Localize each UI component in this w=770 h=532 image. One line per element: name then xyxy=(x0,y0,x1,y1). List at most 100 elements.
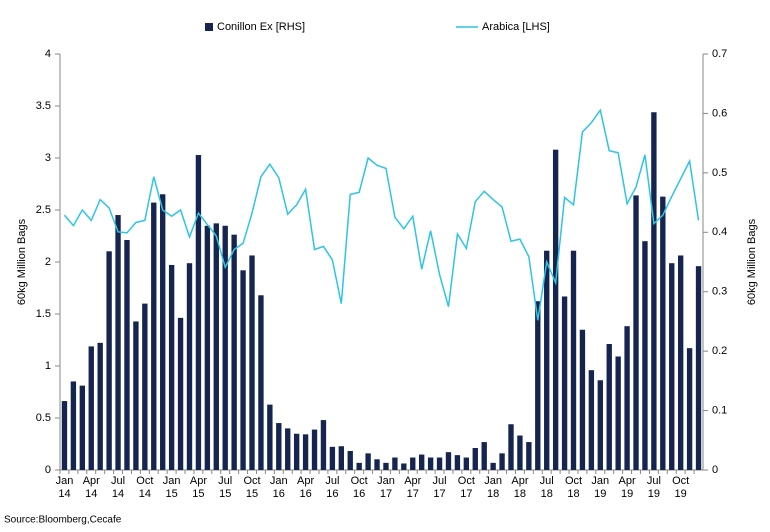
y-tick-label: 0.5 xyxy=(36,412,51,424)
y2-tick-label: 0.4 xyxy=(712,226,727,238)
x-tick-label: Jan 18 xyxy=(484,475,502,500)
x-tick-label: Apr 14 xyxy=(82,475,100,500)
bar xyxy=(365,453,371,470)
y-tick-label: 2 xyxy=(45,256,51,268)
bar xyxy=(267,404,273,470)
bar xyxy=(204,225,211,470)
x-tick-label: Apr 15 xyxy=(189,475,207,500)
y-tick-label: 1 xyxy=(45,360,51,372)
y2-tick-label: 0.3 xyxy=(712,286,727,298)
x-tick-label: Apr 18 xyxy=(511,475,529,500)
bar xyxy=(392,457,398,470)
legend-label: Conillon Ex [RHS] xyxy=(217,21,305,33)
x-tick-label: Jul 18 xyxy=(539,475,554,500)
bar xyxy=(499,453,505,470)
bar xyxy=(419,454,425,470)
bar xyxy=(624,326,630,470)
bar xyxy=(651,112,657,471)
bar xyxy=(61,401,68,470)
legend-swatch xyxy=(205,23,213,31)
x-tick-label: Oct 18 xyxy=(564,475,583,500)
bar xyxy=(195,155,202,470)
bar xyxy=(160,194,166,470)
bar xyxy=(320,420,327,470)
bar xyxy=(258,295,264,470)
y-tick-label: 1.5 xyxy=(36,308,51,320)
x-tick-label: Apr 19 xyxy=(618,475,636,500)
bar xyxy=(695,266,702,470)
bar xyxy=(401,463,407,470)
bar xyxy=(311,429,318,470)
bar xyxy=(427,457,434,470)
bar xyxy=(535,301,541,470)
bar xyxy=(579,329,586,470)
x-tick-label: Jul 14 xyxy=(111,475,126,500)
bar xyxy=(231,234,237,470)
x-tick-label: Oct 19 xyxy=(672,475,690,500)
bar xyxy=(561,296,568,470)
bar xyxy=(106,251,112,470)
bar xyxy=(686,348,693,470)
x-tick-label: Jul 16 xyxy=(325,475,340,500)
x-tick-label: Jul 19 xyxy=(646,475,661,500)
x-tick-label: Apr 17 xyxy=(404,475,422,500)
x-tick-label: Oct 17 xyxy=(457,475,475,500)
x-tick-label: Oct 15 xyxy=(243,475,261,500)
bar xyxy=(383,462,389,470)
bar xyxy=(552,149,559,470)
bar xyxy=(88,346,94,470)
bar xyxy=(168,264,175,470)
bar xyxy=(124,240,130,470)
bar xyxy=(544,250,550,470)
y-tick-label: 4 xyxy=(45,48,51,60)
bar xyxy=(445,452,452,470)
bar xyxy=(570,250,577,470)
bar xyxy=(374,459,380,470)
y-tick-label: 2.5 xyxy=(36,204,51,216)
bar xyxy=(177,317,184,470)
bar xyxy=(142,303,148,470)
y2-tick-label: 0.6 xyxy=(712,107,727,119)
bar xyxy=(526,442,532,470)
x-tick-label: Apr 16 xyxy=(297,475,315,500)
bar xyxy=(356,462,362,470)
x-tick-label: Jul 17 xyxy=(432,475,447,500)
bar xyxy=(213,223,219,470)
x-tick-label: Jan 19 xyxy=(591,475,610,500)
y2-tick-label: 0.2 xyxy=(712,345,727,357)
bar xyxy=(410,457,416,470)
y2-tick-label: 0.1 xyxy=(712,404,727,416)
bar xyxy=(490,462,496,470)
line xyxy=(63,108,700,321)
bar xyxy=(517,435,523,470)
bar xyxy=(151,202,157,471)
bar xyxy=(463,457,470,470)
bar xyxy=(677,255,684,470)
bar xyxy=(79,385,86,470)
x-tick-label: Oct 14 xyxy=(136,475,154,500)
bar xyxy=(606,344,612,470)
y-tick-label: 3.5 xyxy=(36,100,51,112)
bar xyxy=(97,342,103,470)
bar xyxy=(436,457,443,470)
bar xyxy=(633,195,639,470)
y-tick-label: 3 xyxy=(45,152,51,164)
bar xyxy=(115,215,121,470)
y2-tick-label: 0.5 xyxy=(712,167,727,179)
bar xyxy=(347,450,353,470)
bar xyxy=(70,381,77,470)
bar xyxy=(276,423,282,470)
bar xyxy=(338,446,344,470)
bar xyxy=(302,434,309,470)
bar xyxy=(293,433,300,470)
bar xyxy=(660,196,666,470)
bar xyxy=(481,442,487,470)
bar xyxy=(329,446,336,470)
y-axis-label: 60kg Million Bags xyxy=(16,218,28,305)
bar xyxy=(642,241,648,470)
y2-axis-label: 60kg Million Bags xyxy=(746,218,758,305)
y2-tick-label: 0.7 xyxy=(712,48,727,60)
bar xyxy=(472,448,478,470)
